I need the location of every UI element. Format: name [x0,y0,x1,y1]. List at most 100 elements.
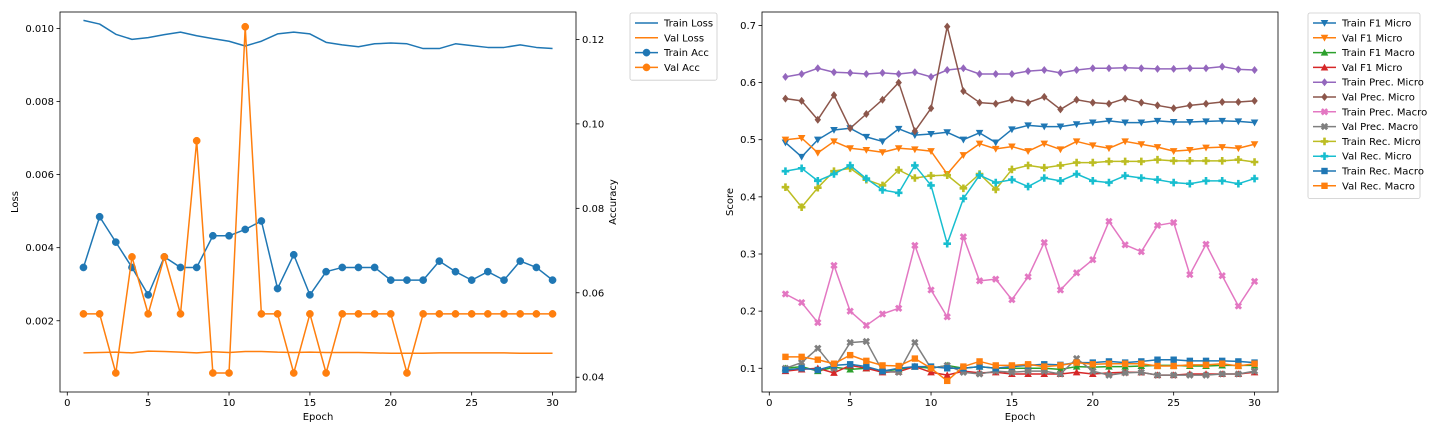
right-chart-data-point [1137,248,1145,256]
right-chart-data-point [1202,118,1210,126]
right-chart-data-point [1056,146,1065,154]
right-chart-data-point [1057,68,1064,77]
right-chart-data-point [1105,145,1113,153]
right-chart-series-6 [781,217,1259,330]
right-chart-data-point [797,134,806,142]
right-chart-data-point [1250,158,1259,166]
right-chart-data-point [959,233,968,241]
right-chart-legend-swatch-marker [1321,78,1328,87]
right-chart-data-point [1105,178,1113,187]
right-chart-legend-label: Val F1 Micro [1342,33,1402,44]
right-chart-legend-swatch-marker [1320,19,1329,27]
right-chart-data-point [1186,179,1194,188]
left-chart-data-point [532,310,541,318]
right-chart-data-point [1121,138,1129,146]
left-chart-series-line [83,350,553,355]
right-chart-x-tick-label: 10 [925,398,938,409]
right-chart-data-point [1105,157,1113,166]
right-chart-data-point [814,344,822,352]
left-chart-data-point [483,310,492,318]
right-chart-data-point [1040,163,1049,172]
right-chart-data-point [1072,170,1081,178]
right-chart-data-point [1137,174,1146,182]
right-chart-data-point [959,184,968,193]
right-chart-series-11 [782,351,1258,385]
right-chart-data-point [1056,161,1065,170]
right-chart-data-point [1088,142,1097,150]
right-chart-data-point [798,365,805,372]
right-chart-legend: Train F1 Micro Val F1 Micro Train F1 Macro… [1307,12,1427,200]
right-chart-data-point [1186,270,1194,279]
right-chart-data-point [927,104,935,113]
left-chart-data-point [500,276,508,284]
left-chart-x-tick-label: 0 [64,398,70,409]
right-chart-data-point [944,377,951,385]
right-chart-data-point [911,132,919,139]
right-chart-data-point [911,174,919,182]
right-chart-legend-swatch-marker [1320,108,1329,116]
right-chart-data-point [879,68,886,77]
left-chart-data-point [273,310,282,318]
right-chart-data-point [798,353,805,361]
left-chart-y-right-tick-label: 0.04 [582,373,604,384]
right-chart-data-point [911,241,919,250]
right-chart-data-point [895,362,902,370]
right-chart-data-point [1072,368,1081,376]
left-chart-data-point [95,310,104,318]
right-chart-data-point [1186,371,1194,379]
right-chart-data-point [927,368,935,376]
right-chart-data-point [1170,362,1177,370]
left-chart-data-point [111,369,120,377]
right-chart-data-point [814,64,822,73]
left-chart-data-point [435,257,444,265]
right-chart-data-point [846,161,854,170]
right-chart-data-point [1154,101,1161,110]
left-chart-legend-label: Val Loss [664,33,704,44]
right-chart-y-tick-label: 0.2 [740,307,756,318]
right-chart-data-point [814,366,822,374]
left-chart-data-point [516,310,525,318]
right-chart-data-point [1153,175,1162,184]
right-chart-data-point [1235,358,1242,365]
right-chart-y-tick-label: 0.4 [740,192,756,203]
right-chart-data-point [830,91,838,100]
right-chart-data-point [1040,238,1048,247]
right-chart-data-point [782,72,789,81]
right-chart-data-point [1251,96,1258,105]
right-chart-data-point [927,286,935,294]
right-chart-data-point [1008,95,1016,104]
right-chart-data-point [943,171,952,179]
left-chart-data-point [322,369,330,377]
right-chart-data-point [1089,98,1096,107]
right-chart-data-point [1169,157,1178,165]
left-chart-data-point [176,310,185,318]
right-chart-data-point [1040,140,1049,148]
right-chart-data-point [878,149,887,157]
right-chart-legend-label: Train Prec. Micro [1341,78,1424,89]
left-chart-data-point [257,310,266,318]
right-chart-series-4 [782,62,1258,81]
right-chart-data-point [1024,161,1032,170]
left-chart-x-tick-label: 10 [223,398,236,409]
right-chart-data-point [927,171,935,180]
right-chart-data-point [976,363,983,370]
right-chart-data-point [991,145,1000,153]
right-chart-y-tick-label: 0.7 [740,21,756,32]
right-chart-data-point [1041,363,1048,370]
right-chart-data-point [1250,119,1259,127]
left-chart-data-point [289,250,298,259]
left-chart-data-point [176,263,185,272]
left-chart-x-tick-label: 15 [304,398,317,409]
right-chart-data-point [1170,356,1177,363]
right-chart-legend-label: Val Prec. Micro [1342,93,1415,104]
right-chart-data-point [814,318,822,327]
left-chart-x-tick-label: 30 [546,398,559,409]
left-chart-data-point [209,231,217,240]
right-chart-data-point [1186,64,1194,73]
right-chart-data-point [1153,117,1162,125]
right-chart-data-point [895,70,902,78]
score-chart: 0 5 10 15 20 25 30 0.1 0.2 0.3 0.4 0.5 0.6 0.7 Epoch Sc… [725,11,1427,423]
left-chart-data-point [289,369,298,377]
right-chart-data-point [879,362,886,369]
